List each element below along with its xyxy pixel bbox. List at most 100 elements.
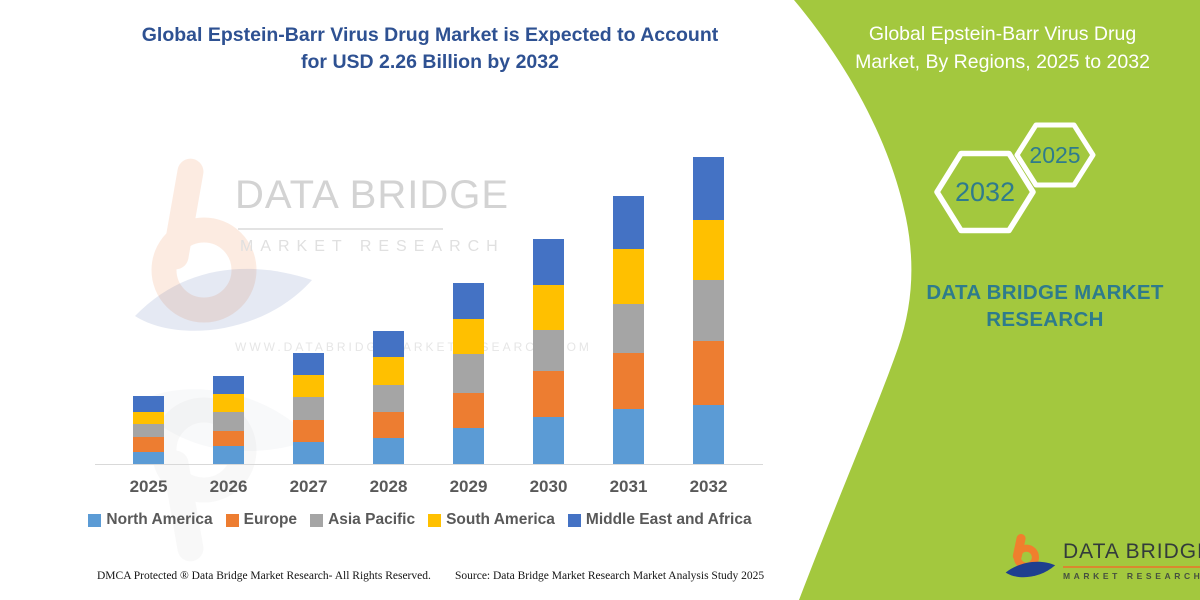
segment-south-america-2028: [373, 357, 404, 385]
segment-asia-pacific-2030: [533, 329, 564, 371]
bar-2030: [533, 239, 564, 464]
company-logo-icon: [1005, 533, 1056, 578]
segment-asia-pacific-2025: [133, 424, 164, 437]
segment-north-america-2032: [693, 405, 724, 464]
segment-europe-2031: [613, 353, 644, 410]
segment-south-america-2027: [293, 375, 324, 397]
segment-south-america-2025: [133, 412, 164, 425]
segment-south-america-2030: [533, 284, 564, 330]
segment-europe-2030: [533, 370, 564, 418]
chart-legend: North America Europe Asia Pacific South Ame…: [75, 511, 765, 529]
segment-middle-east-and-africa-2031: [613, 195, 644, 249]
bar-2032: [693, 157, 724, 464]
segment-north-america-2027: [293, 442, 324, 464]
x-axis-line: [95, 464, 763, 465]
x-axis-label-2030: 2030: [529, 477, 568, 496]
bar-2029: [453, 283, 484, 464]
sidebar-brand-line1: DATA BRIDGE MARKET: [926, 281, 1164, 304]
segment-europe-2027: [293, 420, 324, 443]
dmca-footer-text: DMCA Protected ® Data Bridge Market Rese…: [97, 570, 431, 582]
segment-middle-east-and-africa-2025: [133, 395, 164, 413]
segment-asia-pacific-2026: [213, 411, 244, 432]
segment-south-america-2026: [213, 394, 244, 412]
segment-north-america-2026: [213, 446, 244, 464]
segment-middle-east-and-africa-2026: [213, 376, 244, 395]
segment-europe-2029: [453, 392, 484, 429]
watermark-url-text: WWW.DATABRIDGEMARKETRESEARCH.COM: [235, 340, 592, 354]
legend-label: North America: [106, 511, 213, 528]
company-logo-divider: [1063, 566, 1200, 568]
bar-2031: [613, 195, 644, 464]
legend-swatch: [428, 513, 442, 527]
bar-plot-area: [95, 134, 763, 464]
x-axis-label-2032: 2032: [689, 477, 728, 496]
segment-europe-2028: [373, 412, 404, 438]
legend-swatch: [310, 513, 324, 527]
x-axis-label-2031: 2031: [609, 477, 648, 496]
chart-title-line2: for USD 2.26 Billion by 2032: [301, 51, 559, 73]
x-axis-label-2025: 2025: [129, 477, 168, 496]
segment-asia-pacific-2028: [373, 384, 404, 412]
source-footer-text: Source: Data Bridge Market Research Mark…: [455, 570, 765, 582]
segment-middle-east-and-africa-2032: [693, 157, 724, 221]
segment-north-america-2031: [613, 409, 644, 464]
legend-swatch: [225, 513, 239, 527]
segment-asia-pacific-2032: [693, 280, 724, 341]
watermark: DATA BRIDGE MARKET RESEARCH WWW.DATABRID…: [130, 148, 589, 562]
x-axis-label-2029: 2029: [449, 477, 488, 496]
legend-label: Middle East and Africa: [585, 511, 752, 528]
company-logo-brand: DATA BRIDGE: [1063, 540, 1200, 563]
green-panel-shape: [794, 0, 1200, 600]
bar-2026: [213, 376, 244, 464]
company-logo-text: DATA BRIDGE MARKET RESEARCH: [1063, 531, 1200, 581]
chart-title-line1: Global Epstein-Barr Virus Drug Market is…: [141, 24, 719, 46]
segment-europe-2026: [213, 431, 244, 447]
segment-south-america-2031: [613, 248, 644, 304]
segment-asia-pacific-2027: [293, 396, 324, 421]
company-logo-sub: MARKET RESEARCH: [1063, 571, 1200, 581]
bar-2027: [293, 353, 324, 464]
legend-label: Asia Pacific: [328, 511, 416, 528]
segment-north-america-2030: [533, 417, 564, 464]
legend-item-asia-pacific: Asia Pacific: [310, 511, 415, 529]
segment-middle-east-and-africa-2030: [533, 239, 564, 285]
legend-label: Europe: [243, 511, 298, 528]
segment-north-america-2029: [453, 428, 484, 464]
sidebar-title: Global Epstein-Barr Virus Drug Market, B…: [815, 21, 1190, 76]
legend-item-europe: Europe: [225, 511, 298, 529]
legend-item-south-america: South America: [428, 511, 555, 529]
x-axis-label-2026: 2026: [209, 477, 248, 496]
bar-2025: [133, 395, 164, 464]
x-axis-label-2028: 2028: [369, 477, 408, 496]
segment-asia-pacific-2031: [613, 303, 644, 354]
x-axis-label-2027: 2027: [289, 477, 328, 496]
hexagon-2032: [934, 150, 1036, 234]
watermark-sub-text: MARKET RESEARCH: [240, 238, 505, 255]
sidebar-title-line1: Global Epstein-Barr Virus Drug: [868, 23, 1137, 45]
hexagon-2025-label: 2025: [1029, 142, 1081, 168]
legend-swatch: [88, 513, 102, 527]
watermark-brand-text: DATA BRIDGE: [235, 173, 510, 217]
segment-middle-east-and-africa-2028: [373, 331, 404, 358]
company-logo: DATA BRIDGE MARKET RESEARCH: [1003, 531, 1200, 587]
sidebar-brand-line2: RESEARCH: [986, 308, 1104, 331]
watermark-divider: [238, 228, 443, 230]
legend-item-north-america: North America: [88, 511, 213, 529]
watermark-logo-icon: [135, 158, 312, 331]
hexagon-2032-label: 2032: [954, 177, 1016, 207]
segment-south-america-2032: [693, 220, 724, 281]
segment-europe-2025: [133, 436, 164, 452]
segment-middle-east-and-africa-2027: [293, 353, 324, 376]
legend-item-middle-east-and-africa: Middle East and Africa: [567, 511, 752, 529]
hexagon-2025: [1014, 122, 1096, 188]
segment-asia-pacific-2029: [453, 354, 484, 393]
chart-title: Global Epstein-Barr Virus Drug Market is…: [55, 22, 805, 76]
segment-middle-east-and-africa-2029: [453, 283, 484, 319]
sidebar-title-line2: Market, By Regions, 2025 to 2032: [855, 50, 1150, 73]
segment-europe-2032: [693, 340, 724, 406]
x-axis-labels: 2025 2026 2027 2028 2029 2030 2031 2032: [95, 477, 763, 499]
legend-swatch: [567, 513, 581, 527]
sidebar-brand-text: DATA BRIDGE MARKET RESEARCH: [900, 279, 1190, 333]
